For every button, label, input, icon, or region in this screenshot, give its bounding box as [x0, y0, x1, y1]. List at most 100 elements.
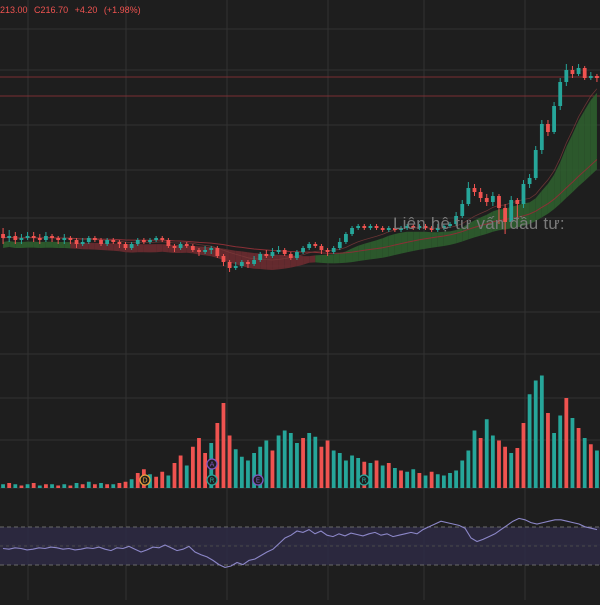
ohlc-readout: 213.00 C216.70 +4.20 (+1.98%): [0, 5, 145, 15]
event-markers[interactable]: DAR E R: [139, 458, 370, 486]
volume-bar: [50, 484, 54, 488]
cloud-segment: [113, 243, 120, 252]
candle-body: [44, 236, 48, 240]
candle-body: [288, 254, 293, 258]
candle-body: [405, 226, 410, 228]
event-marker-label: A: [210, 461, 215, 469]
candle-body: [62, 238, 67, 240]
cloud-segment: [76, 242, 83, 250]
volume-bar: [454, 470, 459, 488]
volume-bar: [129, 479, 134, 488]
volume-bar: [405, 471, 410, 488]
cloud-segment: [535, 190, 542, 222]
cloud-segment: [266, 254, 273, 270]
cloud-segment: [517, 203, 524, 228]
ichimoku-cloud: [3, 92, 597, 270]
candle-body: [252, 260, 256, 264]
volume-bar: [105, 484, 110, 488]
volume-bar: [527, 394, 532, 488]
volume-bar: [86, 481, 91, 488]
volume-bar: [111, 484, 116, 488]
volume-bar: [37, 485, 42, 488]
cloud-segment: [88, 242, 95, 250]
volume-bar: [497, 440, 501, 488]
volume-bar: [221, 403, 226, 488]
candle-body: [295, 252, 299, 258]
volume-bar: [295, 443, 299, 488]
candle-body: [368, 226, 373, 228]
candle-body: [86, 238, 91, 242]
candle-body: [460, 204, 465, 216]
candle-body: [239, 262, 244, 266]
volume-bar: [337, 453, 342, 488]
volume-bar: [466, 450, 471, 488]
candle-body: [539, 124, 544, 150]
cloud-segment: [303, 256, 310, 265]
cloud-segment: [572, 120, 579, 193]
event-marker[interactable]: A: [206, 458, 218, 470]
candle-body: [111, 240, 116, 242]
candle-body: [203, 250, 207, 252]
volume-bar: [386, 463, 391, 488]
volume-bar: [435, 474, 440, 488]
volume-bar: [227, 435, 232, 488]
candle-body: [435, 228, 440, 230]
cloud-segment: [94, 242, 102, 250]
candle-body: [478, 192, 483, 198]
candle-body: [93, 238, 97, 240]
candle-body: [56, 238, 61, 240]
volume-bar: [252, 453, 256, 488]
volume-bar: [533, 380, 538, 488]
event-marker-circle: [206, 458, 218, 470]
candle-body: [313, 244, 318, 246]
candle-body: [227, 262, 232, 268]
candle-body: [576, 68, 581, 74]
volume-bar: [344, 460, 348, 488]
volume-bar: [484, 419, 489, 488]
candle-body: [380, 228, 385, 230]
candle-body: [570, 70, 575, 74]
candle-body: [582, 68, 587, 78]
candle-body: [490, 196, 495, 202]
candle-body: [527, 178, 532, 184]
candle-body: [301, 248, 305, 252]
candle-body: [160, 238, 165, 240]
volume-bar: [539, 375, 544, 488]
event-marker[interactable]: D: [139, 474, 151, 486]
volume-bar: [588, 444, 593, 488]
candle-body: [356, 226, 361, 228]
candle-body: [246, 262, 250, 264]
cloud-segment: [33, 241, 40, 248]
candle-body: [588, 76, 593, 78]
cloud-segment: [278, 254, 285, 270]
candle-body: [503, 208, 507, 222]
cloud-segment: [309, 255, 316, 263]
cloud-segment: [315, 255, 322, 263]
candle-body: [497, 196, 501, 208]
event-marker[interactable]: R: [206, 474, 218, 486]
volume-bar: [582, 438, 587, 488]
candle-body: [258, 254, 263, 260]
volume-bar: [570, 418, 575, 488]
indicator-lines: [2, 88, 598, 261]
volume-bar: [429, 471, 434, 488]
volume-bar: [282, 430, 287, 488]
candle-body: [166, 240, 171, 246]
candle-body: [172, 246, 177, 248]
candle-body: [331, 248, 336, 252]
event-marker[interactable]: E: [252, 474, 264, 486]
candle-body: [484, 198, 489, 202]
volume-bar: [99, 483, 103, 488]
cloud-segment: [321, 254, 328, 264]
candle-body: [411, 226, 416, 228]
cloud-segment: [101, 243, 108, 251]
event-marker[interactable]: R: [358, 474, 370, 486]
candle-body: [190, 246, 195, 250]
event-marker-circle: [206, 474, 218, 486]
ohlc-high: 213.00: [0, 5, 28, 15]
volume-series: [1, 375, 599, 488]
volume-bar: [301, 438, 305, 488]
